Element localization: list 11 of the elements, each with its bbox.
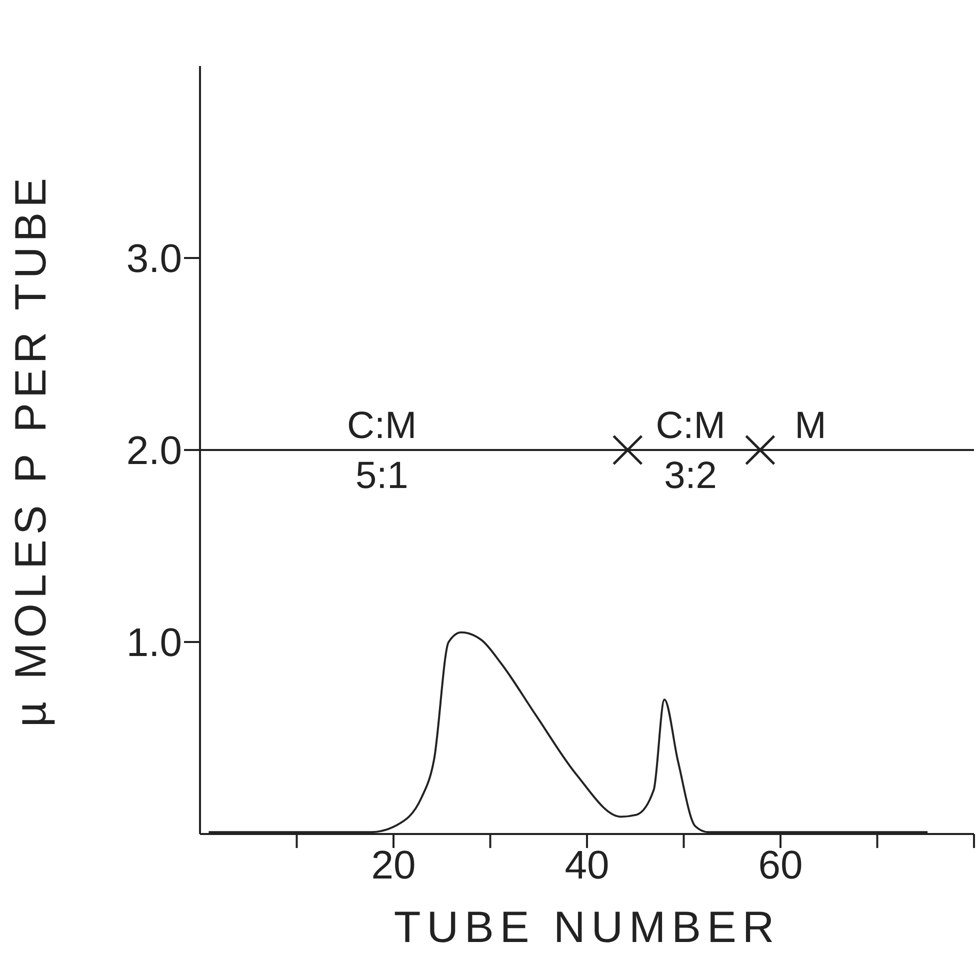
x-tick-label: 40: [564, 843, 610, 888]
x-tick-label: 20: [371, 843, 416, 888]
x-tick-label: 60: [758, 843, 803, 888]
y-tick-label: 3.0: [126, 237, 182, 282]
y-tick-label: 2.0: [126, 429, 182, 474]
y-axis-title: µ MOLES P PER TUBE: [6, 173, 56, 727]
annotation: C:M 5:1: [347, 405, 417, 497]
annotation: M: [794, 405, 826, 447]
annotation: C:M 3:2: [656, 405, 726, 497]
x-axis-title: TUBE NUMBER: [394, 903, 780, 952]
y-tick-label: 1.0: [126, 621, 182, 666]
